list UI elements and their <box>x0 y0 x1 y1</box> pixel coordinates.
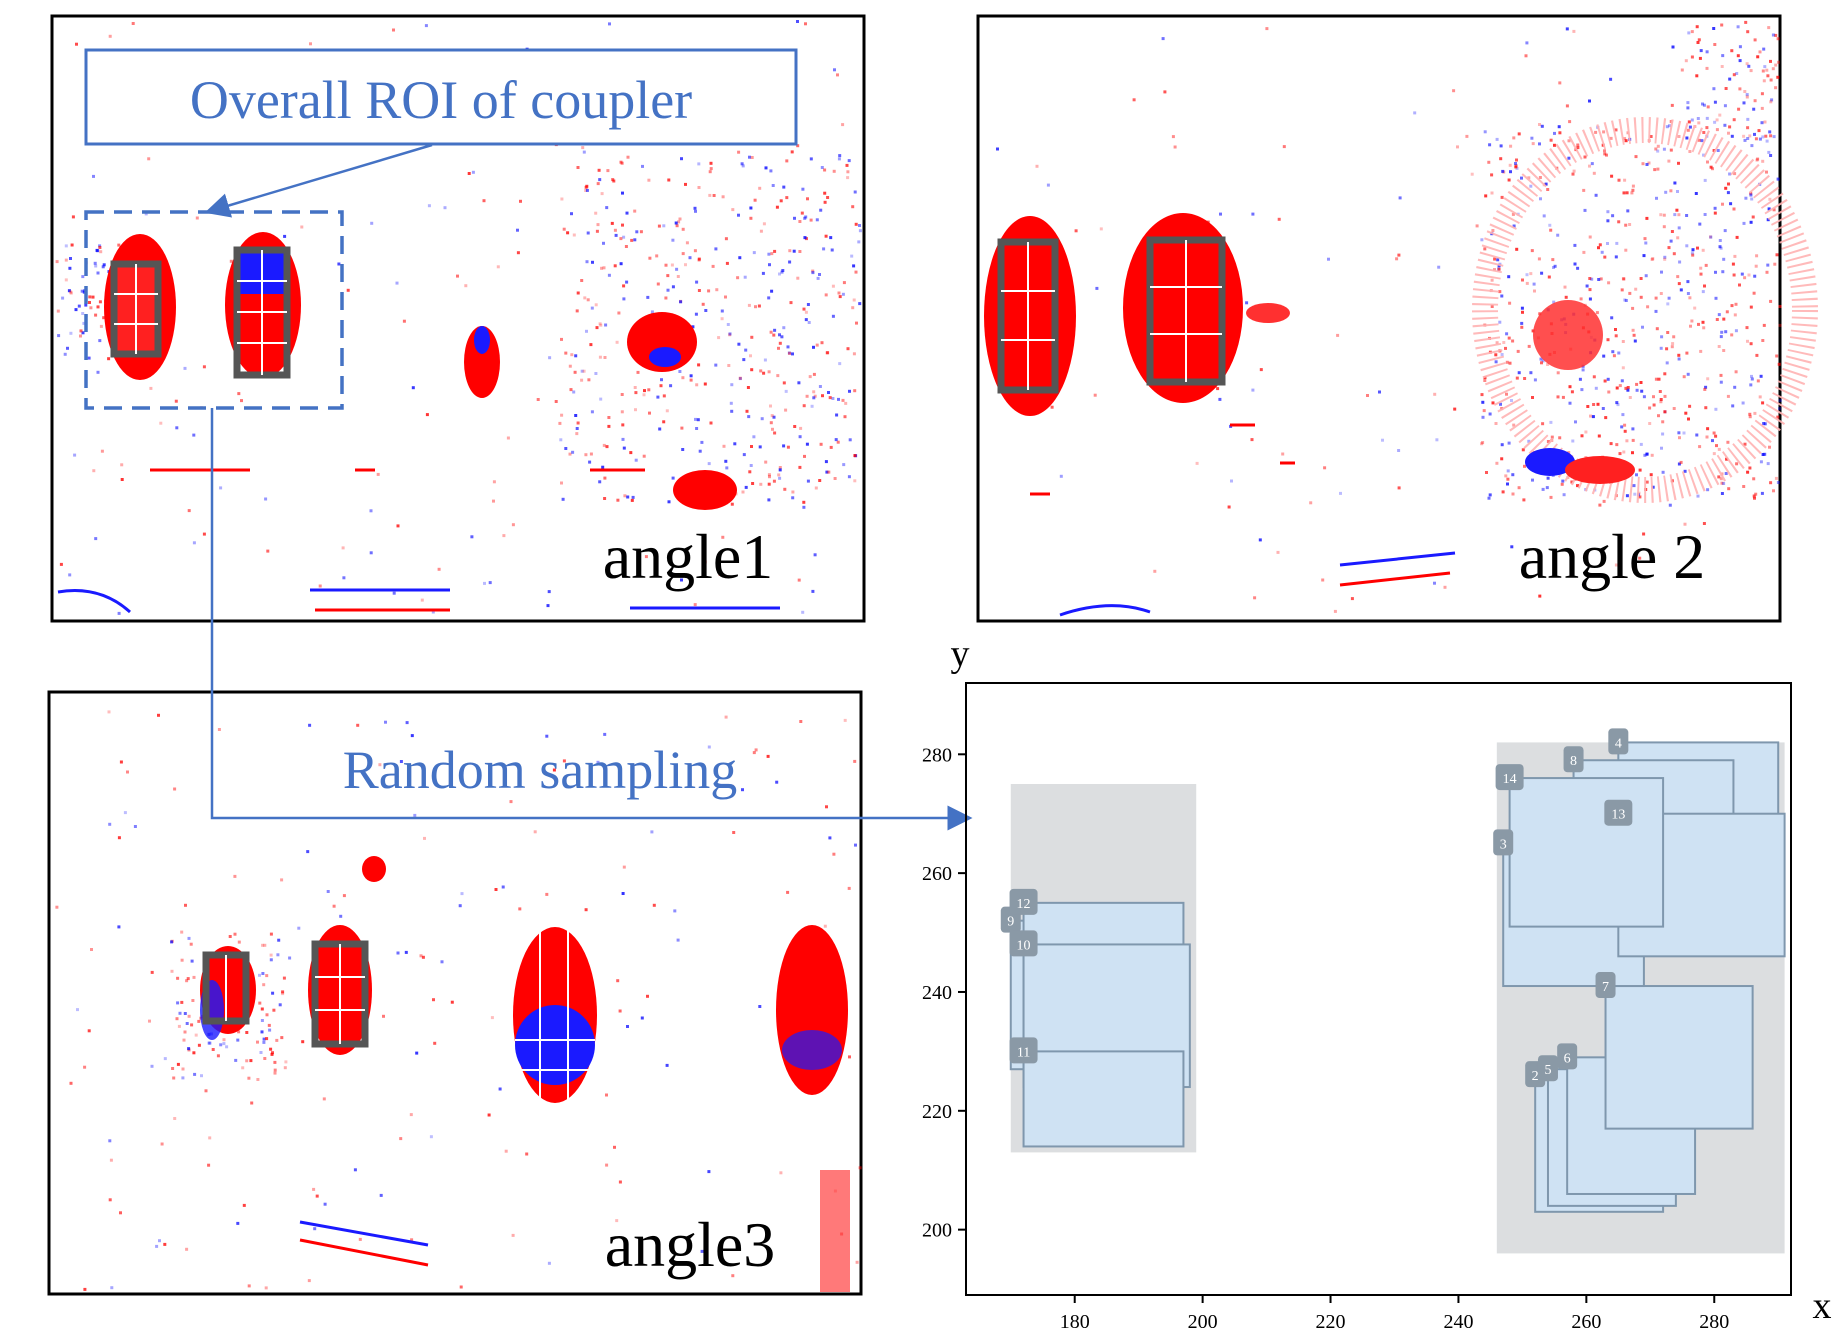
sample-boxes: 2 56 7 3 4 8 13 14 912 10 11 <box>1000 728 1786 1213</box>
x-tick-label: 280 <box>1699 1311 1729 1333</box>
edge-streaks <box>1030 423 1456 617</box>
sample-box-14 <box>1508 777 1665 928</box>
x-tick-label: 260 <box>1571 1311 1601 1333</box>
heat-blob-cluster-blue <box>649 347 681 367</box>
y-tick-label: 200 <box>922 1220 952 1242</box>
sample-id-label: 7 <box>1602 980 1609 995</box>
y-tick-label: 280 <box>922 744 952 766</box>
sample-id-label: 2 <box>1532 1069 1539 1084</box>
grid-lines-center <box>515 930 595 1100</box>
sample-rect <box>1022 1050 1185 1148</box>
plot-frame <box>965 682 1792 1296</box>
heat-blob-right-blue <box>782 1030 842 1070</box>
y-tick-label: 260 <box>922 863 952 885</box>
angle1-caption: angle1 <box>603 521 774 592</box>
sample-id-label: 12 <box>1017 897 1031 912</box>
roi-label: Overall ROI of coupler <box>190 70 692 130</box>
roi-label-box: Overall ROI of coupler <box>84 48 798 146</box>
heat-blob-lower <box>673 470 737 510</box>
heat-blob-spot <box>1246 303 1290 323</box>
roi-grid-box <box>202 951 250 1025</box>
sample-badge <box>1009 930 1038 957</box>
heat-edge-strip <box>820 1170 850 1292</box>
sampling-plot: 2 56 7 3 4 8 13 14 912 10 11 180 200 220 240 260 280 20… <box>922 633 1832 1333</box>
sample-id-label: 13 <box>1611 808 1625 823</box>
sample-id-label: 10 <box>1017 938 1031 953</box>
sample-id-label: 3 <box>1500 837 1507 852</box>
x-tick-label: 200 <box>1188 1311 1218 1333</box>
y-axis-ticks: 200 220 240 260 280 <box>922 744 966 1242</box>
sample-badge <box>1563 746 1584 773</box>
sample-id-label: 6 <box>1564 1051 1571 1066</box>
sample-rect <box>1508 777 1665 928</box>
roi-pointer-arrow <box>204 143 433 218</box>
panel-angle3: angle3 <box>47 690 863 1296</box>
heat-blob-ring-red <box>1565 456 1635 484</box>
roi-dashed-outline <box>84 210 344 410</box>
angle2-caption: angle 2 <box>1519 521 1706 592</box>
edge-streaks <box>57 468 780 614</box>
sample-id-label: 9 <box>1007 915 1014 930</box>
x-axis-ticks: 180 200 220 240 260 280 <box>1060 1295 1729 1333</box>
roi-grid-box <box>110 260 162 358</box>
sample-badge <box>1493 829 1514 856</box>
sample-badge <box>1009 1037 1038 1064</box>
roi-grid-box <box>311 940 369 1048</box>
x-axis-label: x <box>1813 1285 1832 1327</box>
sample-badge <box>1608 728 1629 755</box>
heat-blob-small <box>464 326 500 398</box>
sample-id-label: 8 <box>1570 754 1577 769</box>
sample-id-label: 4 <box>1615 736 1622 751</box>
y-axis-label: y <box>951 633 970 675</box>
x-tick-label: 180 <box>1060 1311 1090 1333</box>
sample-badge <box>1604 799 1633 826</box>
angle3-caption: angle3 <box>605 1209 776 1280</box>
sample-id-label: 14 <box>1503 772 1517 787</box>
edge-streaks <box>299 1220 429 1267</box>
sample-badge <box>1537 1055 1558 1082</box>
roi-grid-box <box>233 246 291 379</box>
sample-id-label: 11 <box>1017 1045 1030 1060</box>
heat-blob-blue-spot <box>474 326 490 354</box>
sampling-connector-arrow <box>210 408 973 831</box>
sample-badge <box>1495 764 1524 791</box>
sample-box-7 <box>1604 985 1754 1130</box>
x-tick-label: 240 <box>1443 1311 1473 1333</box>
y-tick-label: 240 <box>922 982 952 1004</box>
sample-box-11 <box>1022 1050 1185 1148</box>
heat-blob-ring-center <box>1533 300 1603 370</box>
x-tick-label: 220 <box>1316 1311 1346 1333</box>
heat-blob-top <box>362 856 386 882</box>
speckle-ring <box>1472 117 1818 503</box>
y-tick-label: 220 <box>922 1101 952 1123</box>
sample-rect <box>1604 985 1754 1130</box>
roi-grid-box <box>1146 236 1226 386</box>
sample-badge <box>1557 1043 1578 1070</box>
panel-angle2: angle 2 <box>976 14 1818 623</box>
heat-blob-center-blue <box>515 1005 595 1085</box>
sample-badge <box>1595 972 1616 999</box>
sample-id-label: 5 <box>1544 1063 1551 1078</box>
roi-grid-box <box>997 238 1059 394</box>
sample-badge <box>1009 888 1038 915</box>
sampling-label: Random sampling <box>343 740 737 800</box>
heat-blob-ring-blue <box>1525 448 1575 476</box>
